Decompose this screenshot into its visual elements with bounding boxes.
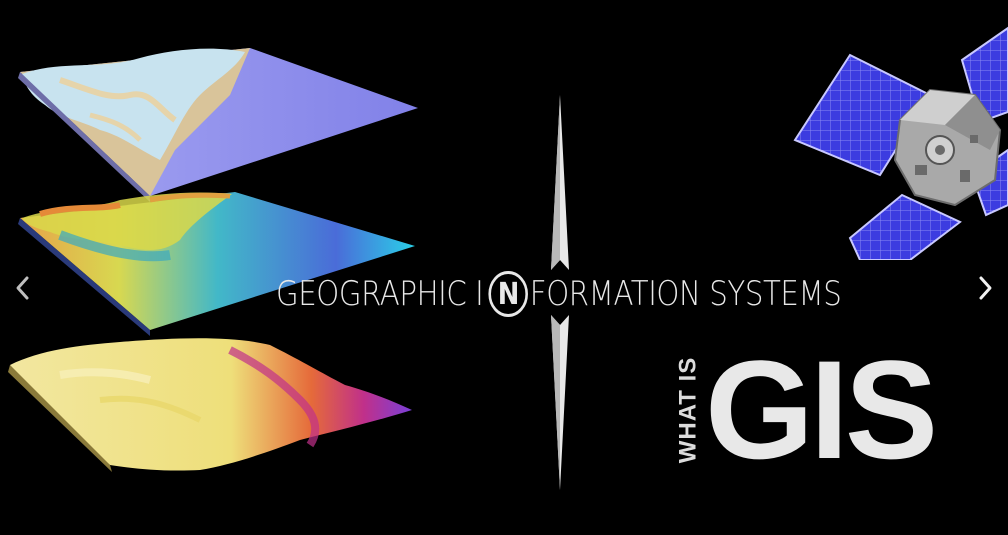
chevron-left-icon — [16, 276, 29, 300]
chevron-right-icon — [979, 276, 992, 300]
compass-needle-icon — [551, 95, 569, 490]
heatmap-layer — [8, 338, 412, 472]
elevation-layer — [18, 192, 415, 336]
prev-slide-button[interactable] — [6, 268, 40, 308]
subtitle-what-is: WHAT IS — [668, 350, 708, 470]
next-slide-button[interactable] — [968, 268, 1002, 308]
subtitle-text: WHAT IS — [674, 356, 702, 464]
title-part-before: GEOGRAPHIC I — [276, 274, 484, 314]
solar-panel-lower — [848, 193, 962, 260]
acronym-gis: GIS — [705, 331, 938, 488]
gis-layers-illustration — [8, 48, 418, 472]
satellite-illustration — [793, 26, 1008, 260]
terrain-layer — [18, 48, 418, 202]
title-part-after: FORMATION SYSTEMS — [529, 274, 842, 314]
satellite-body — [893, 88, 1002, 207]
north-badge: N — [488, 271, 529, 317]
page-title: GEOGRAPHIC I N FORMATION SYSTEMS — [276, 266, 878, 322]
